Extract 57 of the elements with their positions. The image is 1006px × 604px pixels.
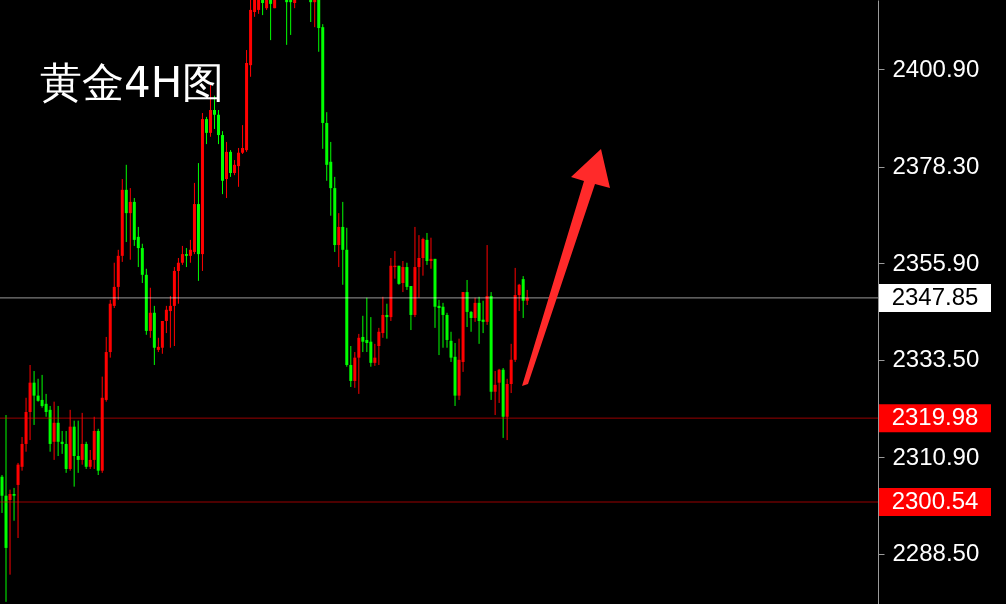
ref-line-label: 2347.85 (891, 282, 979, 310)
candlestick (84, 441, 88, 470)
candlestick (425, 232, 429, 266)
candlestick (184, 247, 188, 268)
y-tick-label: 2333.50 (892, 345, 980, 373)
candlestick (369, 316, 373, 368)
y-tick-label: 2310.90 (892, 442, 980, 470)
candlestick (437, 299, 441, 356)
candlestick (309, 0, 313, 23)
ref-line-label: 2300.54 (891, 487, 979, 515)
candlestick (521, 275, 525, 319)
candlestick (341, 201, 345, 286)
candlestick (204, 116, 208, 145)
candlestick (80, 412, 84, 466)
candlestick (313, 0, 317, 28)
candlestick (289, 0, 293, 36)
candlestick (477, 296, 481, 345)
candlestick (168, 295, 172, 349)
ref-line-label: 2319.98 (891, 403, 979, 431)
candlestick (12, 487, 16, 522)
candlestick (217, 109, 220, 145)
candlestick (32, 370, 36, 426)
candlestick (465, 279, 469, 328)
candlestick (237, 147, 241, 188)
candlestick (429, 237, 433, 270)
candlestick (285, 0, 289, 46)
candlestick (497, 368, 501, 404)
candlestick (337, 212, 341, 268)
candlestick (441, 302, 445, 349)
candlestick (517, 283, 521, 312)
candlestick (164, 305, 168, 334)
candlestick (148, 287, 152, 339)
candlestick (349, 345, 353, 388)
candlestick (52, 401, 56, 461)
y-tick-label: 2378.30 (892, 152, 980, 180)
candlestick (180, 245, 184, 266)
text: 黄金4H图 (40, 58, 225, 107)
candlestick (124, 164, 128, 243)
y-tick-label: 2400.90 (892, 54, 980, 82)
candlestick (229, 149, 233, 178)
candlestick (493, 370, 497, 416)
candlestick (357, 333, 361, 395)
candlestick (361, 315, 365, 353)
candlestick (8, 489, 12, 576)
y-tick-label: 2288.50 (892, 539, 980, 567)
candlestick (385, 303, 389, 340)
candlestick (269, 0, 273, 41)
candlestick (473, 297, 477, 323)
candlestick (88, 449, 92, 470)
candlestick (353, 351, 357, 389)
y-tick-label: 2355.90 (892, 248, 980, 276)
candlestick (56, 405, 60, 457)
candlestick (481, 300, 485, 334)
candlestick (401, 260, 405, 293)
candlestick (176, 257, 180, 305)
candlestick (128, 187, 132, 261)
candlestick (76, 420, 80, 474)
